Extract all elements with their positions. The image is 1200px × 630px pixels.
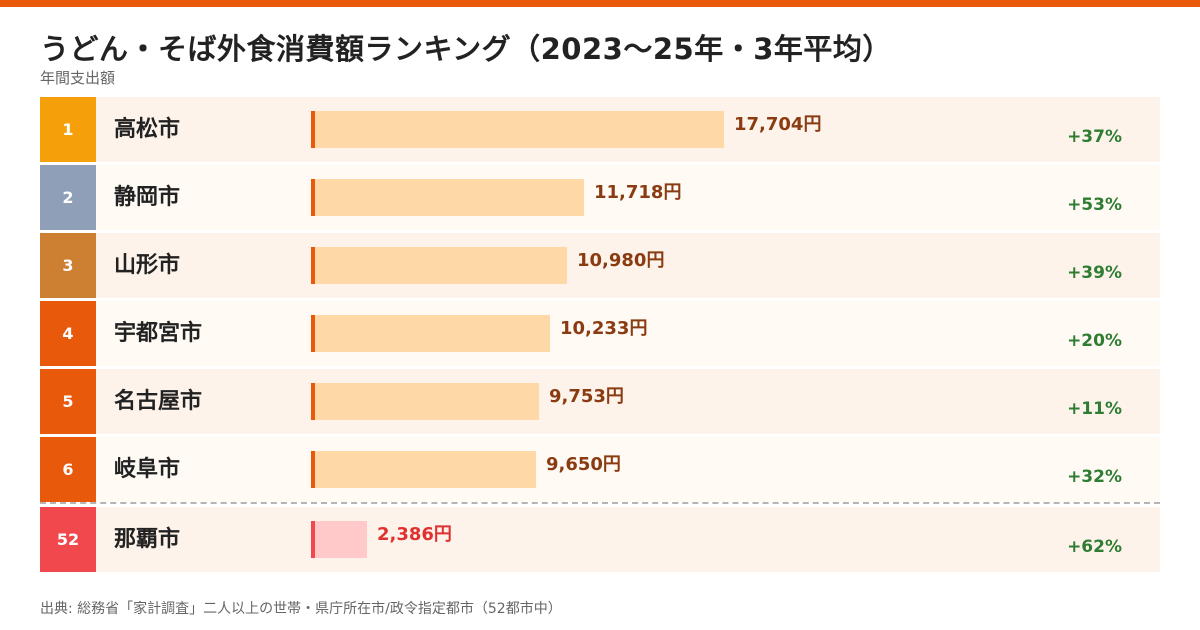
- city-label: 宇都宮市: [114, 321, 203, 346]
- rank-badge: 52: [40, 507, 96, 572]
- value-label: 11,718円: [594, 182, 682, 203]
- ranking-list: 1 高松市 17,704円 +37% 2 静岡市 11,718円 +53% 3 山形市 10,980…: [40, 97, 1160, 575]
- change-label: +37%: [1067, 127, 1122, 147]
- ranking-row: 6 岐阜市 9,650円 +32%: [40, 437, 1160, 502]
- ranking-row: 2 静岡市 11,718円 +53%: [40, 165, 1160, 230]
- city-label: 那覇市: [114, 527, 181, 552]
- rank-badge: 4: [40, 301, 96, 366]
- value-bar: [311, 179, 584, 216]
- change-label: +32%: [1067, 467, 1122, 487]
- value-bar: [311, 383, 539, 420]
- city-label: 高松市: [114, 117, 181, 142]
- value-label: 2,386円: [377, 524, 452, 545]
- value-bar: [311, 521, 367, 558]
- city-label: 岐阜市: [114, 457, 181, 482]
- value-label: 9,753円: [549, 386, 624, 407]
- change-label: +62%: [1067, 537, 1122, 557]
- city-label: 静岡市: [114, 185, 181, 210]
- value-label: 9,650円: [546, 454, 621, 475]
- value-label: 10,233円: [560, 318, 648, 339]
- top-accent-bar: [0, 0, 1200, 7]
- chart-subtitle: 年間支出額: [40, 69, 116, 87]
- change-label: +39%: [1067, 263, 1122, 283]
- value-bar: [311, 247, 567, 284]
- source-note: 出典: 総務省「家計調査」二人以上の世帯・県庁所在市/政令指定都市（52都市中）: [40, 601, 562, 617]
- value-label: 10,980円: [577, 250, 665, 271]
- chart-title: うどん・そば外食消費額ランキング（2023〜25年・3年平均）: [40, 32, 892, 66]
- rank-badge: 2: [40, 165, 96, 230]
- change-label: +11%: [1067, 399, 1122, 419]
- value-bar: [311, 451, 536, 488]
- rank-badge: 3: [40, 233, 96, 298]
- rank-gap-divider: [40, 502, 1160, 504]
- city-label: 山形市: [114, 253, 181, 278]
- ranking-row: 4 宇都宮市 10,233円 +20%: [40, 301, 1160, 366]
- value-label: 17,704円: [734, 114, 822, 135]
- ranking-row: 52 那覇市 2,386円 +62%: [40, 507, 1160, 572]
- value-bar: [311, 111, 724, 148]
- value-bar: [311, 315, 550, 352]
- rank-badge: 1: [40, 97, 96, 162]
- rank-badge: 5: [40, 369, 96, 434]
- rank-badge: 6: [40, 437, 96, 502]
- ranking-row: 3 山形市 10,980円 +39%: [40, 233, 1160, 298]
- ranking-row: 1 高松市 17,704円 +37%: [40, 97, 1160, 162]
- city-label: 名古屋市: [114, 389, 203, 414]
- change-label: +20%: [1067, 331, 1122, 351]
- ranking-row: 5 名古屋市 9,753円 +11%: [40, 369, 1160, 434]
- change-label: +53%: [1067, 195, 1122, 215]
